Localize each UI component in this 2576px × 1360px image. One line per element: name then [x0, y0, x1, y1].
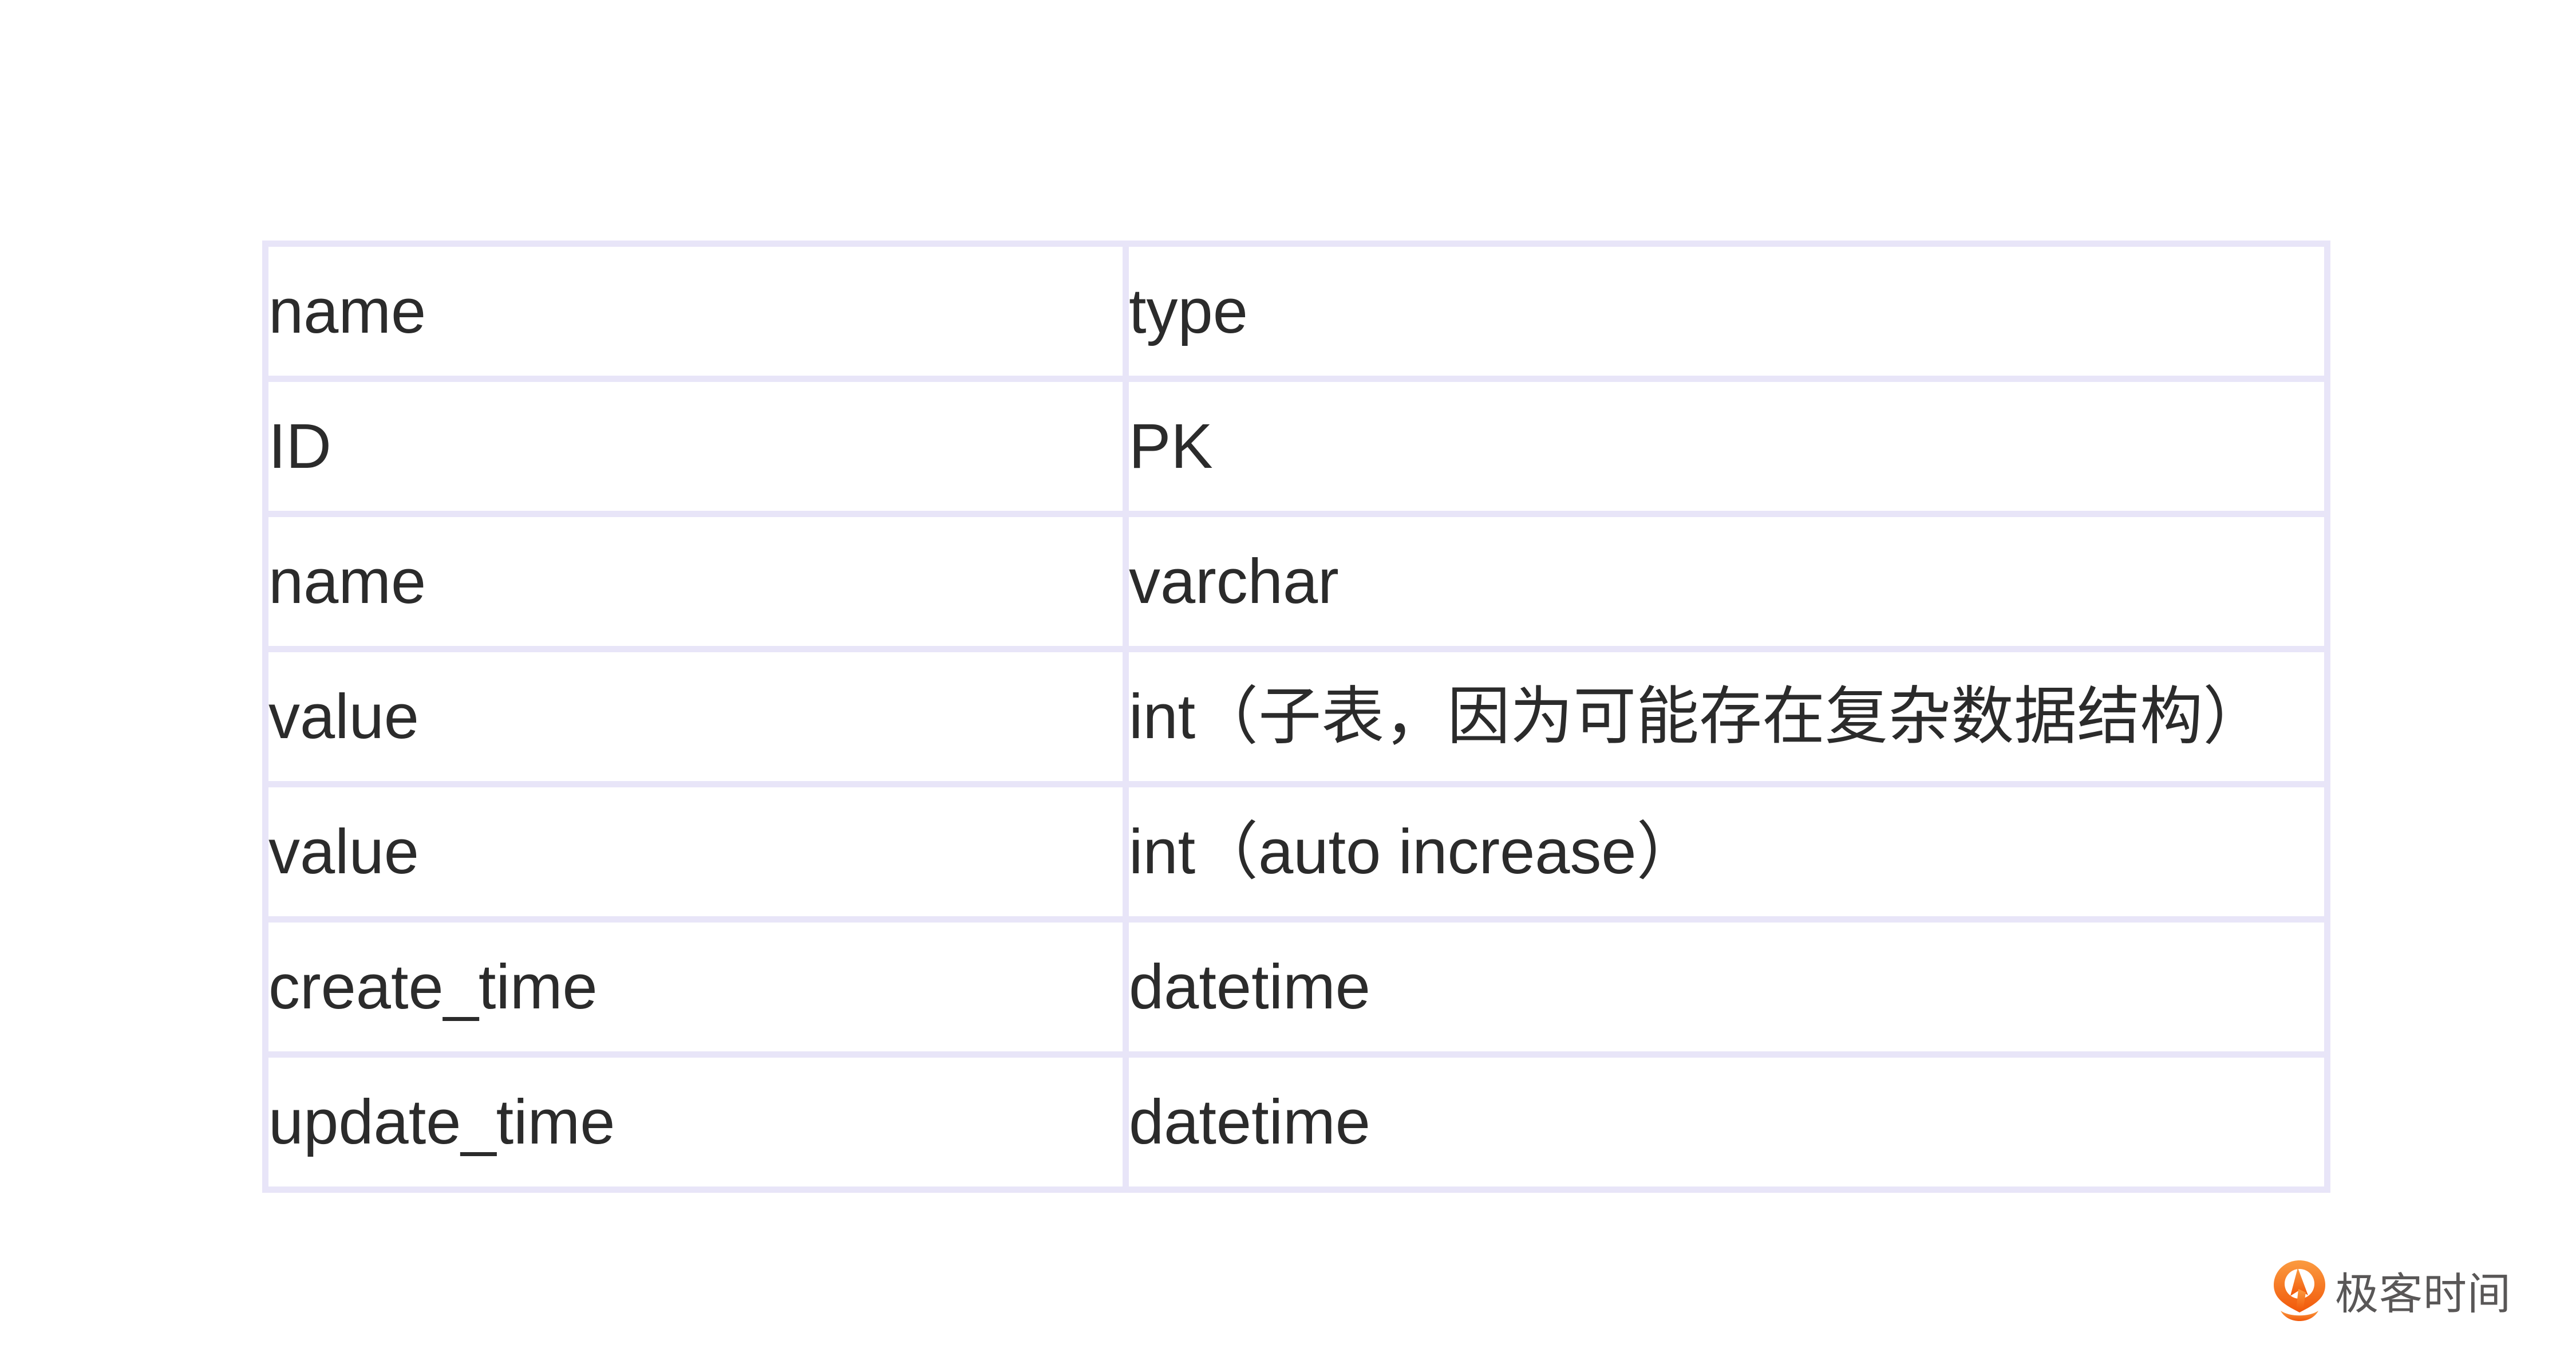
cell-field-name: name [262, 511, 1129, 652]
cell-field-type: datetime [1123, 916, 2330, 1058]
table-row: update_time datetime [262, 1051, 2330, 1193]
geektime-logo-text: 极客时间 [2335, 1270, 2511, 1319]
header-cell-type: type [1123, 241, 2330, 382]
cell-field-type: varchar [1123, 511, 2330, 652]
cell-field-name: update_time [262, 1051, 1129, 1193]
cell-field-type: PK [1123, 376, 2330, 517]
geektime-logo: 极客时间 [2270, 1259, 2511, 1322]
header-cell-name: name [262, 241, 1129, 382]
cell-field-type: int（子表，因为可能存在复杂数据结构） [1123, 646, 2330, 787]
cell-field-name: ID [262, 376, 1129, 517]
table-header-row: name type [262, 241, 2330, 382]
cell-field-name: value [262, 646, 1129, 787]
schema-table: name type ID PK name varchar value int（子… [262, 241, 2330, 1193]
table-row: create_time datetime [262, 916, 2330, 1058]
cell-field-type: datetime [1123, 1051, 2330, 1193]
cell-field-name: value [262, 781, 1129, 923]
geektime-pin-icon [2274, 1260, 2325, 1321]
table-row: value int（子表，因为可能存在复杂数据结构） [262, 646, 2330, 787]
table-row: ID PK [262, 376, 2330, 517]
cell-field-name: create_time [262, 916, 1129, 1058]
table-row: name varchar [262, 511, 2330, 652]
cell-field-type: int（auto increase） [1123, 781, 2330, 923]
table-row: value int（auto increase） [262, 781, 2330, 923]
